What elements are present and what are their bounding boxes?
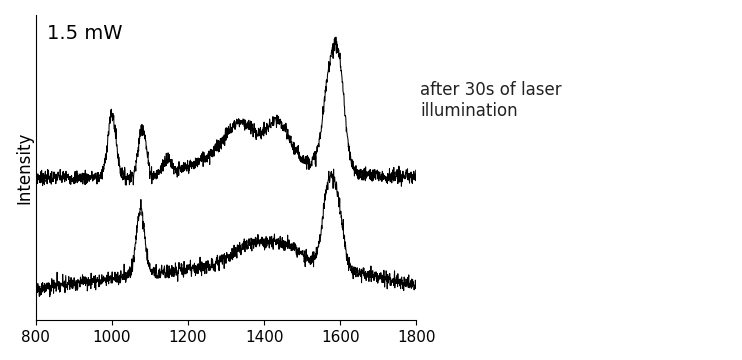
Y-axis label: Intensity: Intensity <box>15 131 33 204</box>
Text: after 30s of laser
illumination: after 30s of laser illumination <box>420 81 562 120</box>
Text: 1.5 mW: 1.5 mW <box>47 24 122 43</box>
